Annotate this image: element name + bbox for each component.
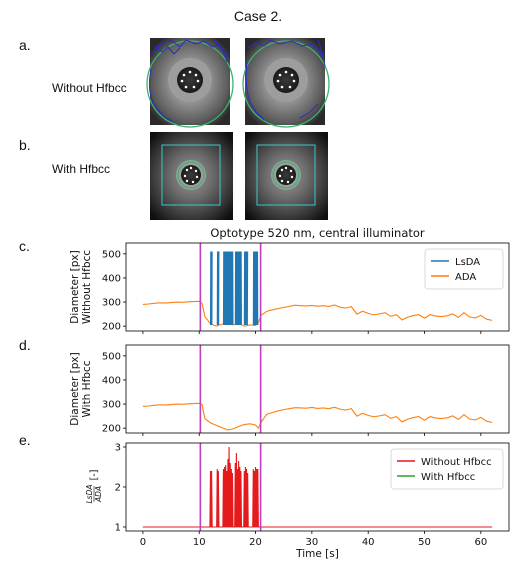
panel-letter-e: e. [19,432,31,448]
panel-letter-d: d. [19,337,31,353]
x-tick-label: 0 [140,537,146,548]
legend: LsDA ADA [424,248,504,290]
y-label-denominator: ADA [94,486,103,503]
eye-image-b1 [150,132,233,220]
series-ada-line [142,402,493,431]
chart-d: 200 300 400 500 Diameter [px] With Hfbcc [69,344,510,436]
panel-letter-c: c. [19,238,30,254]
legend-label-with-hfbcc: With Hfbcc [421,472,475,483]
y-tick-label: 200 [102,424,121,435]
y-tick-label: 1 [115,523,121,534]
series-lsda-line [209,251,213,325]
legend: Without Hfbcc With Hfbcc [390,448,504,490]
case-title: Case 2. [233,8,283,24]
y-axis-label-line1: Diameter [px] [69,352,81,425]
eye-image-figure [146,38,330,220]
eye-image-a2 [242,38,330,128]
x-tick-label: 30 [306,537,319,548]
x-tick-label: 10 [193,537,206,548]
plot-frame [125,344,510,434]
y-tick-label: 500 [102,351,121,362]
series-ada-line [142,300,493,327]
chart-title: Optotype 520 nm, central illuminator [210,226,425,240]
y-axis-label-line2: Without Hfbcc [81,250,93,324]
plot-area [142,251,493,327]
chart-c: Optotype 520 nm, central illuminator 200 3… [69,226,510,334]
x-axis-label: Time [s] [295,548,339,560]
y-tick-label: 200 [102,322,121,333]
x-tick-label: 20 [249,537,262,548]
row-label-without-hfbcc: Without Hfbcc [52,81,127,95]
y-axis-label: LsDA ADA [-] [85,470,103,504]
plot-frame [125,242,510,332]
eye-image-b2 [245,132,328,220]
eye-image-a1 [146,38,234,128]
y-tick-label: 400 [102,375,121,386]
x-tick-label: 40 [362,537,375,548]
series-lsda-line [243,251,249,325]
y-label-numerator: LsDA [85,485,94,504]
series-lsda-line [222,251,234,325]
plot-area [142,402,493,431]
y-tick-label: 3 [115,443,121,454]
legend-label-lsda: LsDA [455,257,480,268]
series-lsda-line [216,251,220,325]
row-label-with-hfbcc: With Hfbcc [52,162,111,176]
panel-letter-a: a. [19,37,31,53]
series-without-hfbcc-line [142,446,493,528]
y-tick-label: 300 [102,400,121,411]
y-tick-label: 400 [102,273,121,284]
legend-box [390,448,504,490]
y-tick-label: 300 [102,298,121,309]
y-tick-label: 500 [102,249,121,260]
series-lsda-line [234,251,242,325]
y-tick-label: 2 [115,483,121,494]
x-tick-label: 50 [418,537,431,548]
legend-label-ada: ADA [455,272,476,283]
panel-letter-b: b. [19,137,31,153]
x-tick-label: 60 [474,537,487,548]
y-label-unit: [-] [89,470,100,481]
series-lsda-line [252,251,259,325]
legend-label-without-hfbcc: Without Hfbcc [421,457,492,468]
legend-box [424,248,504,290]
y-axis-label-line1: Diameter [px] [69,250,81,323]
y-axis-label-line2: With Hfbcc [81,360,93,417]
